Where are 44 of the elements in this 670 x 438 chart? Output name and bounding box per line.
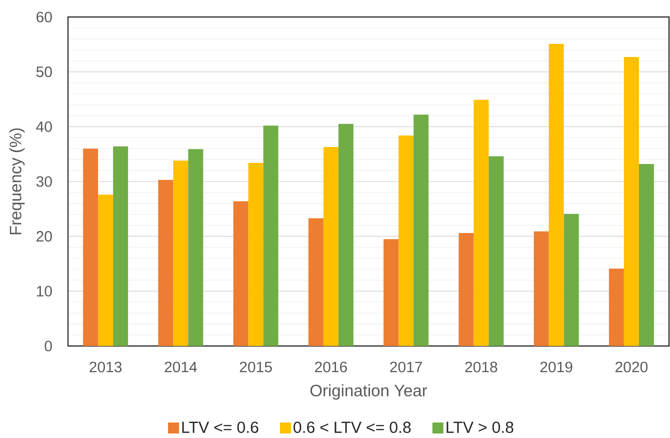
y-axis-title: Frequency (%) [9, 128, 25, 234]
x-tick-label: 2015 [240, 362, 272, 372]
x-tick-label: 2019 [540, 362, 572, 372]
bar [488, 156, 504, 346]
y-tick-label: 20 [36, 231, 52, 242]
bar [98, 194, 114, 346]
bar [323, 146, 338, 346]
bar [414, 114, 429, 346]
bar [113, 146, 128, 346]
bar [338, 124, 354, 346]
bar [564, 214, 579, 346]
x-tick-label: 2014 [164, 362, 197, 372]
bar [474, 100, 489, 346]
y-tick-label: 30 [36, 176, 52, 187]
bar [638, 164, 654, 346]
x-tick-label: 2020 [616, 362, 648, 372]
legend-label: LTV <= 0.6 [182, 422, 258, 433]
legend-label: LTV > 0.8 [446, 422, 514, 433]
bar [458, 233, 474, 346]
bar [263, 126, 278, 346]
x-tick-label: 2017 [390, 362, 422, 372]
bar [608, 268, 624, 346]
bar [624, 57, 639, 346]
bar [248, 162, 264, 346]
x-tick-label: 2013 [90, 362, 122, 372]
y-tick-label: 10 [36, 286, 52, 296]
y-tick-label: 0 [44, 340, 52, 352]
bar [173, 160, 188, 346]
x-tick-label: 2016 [315, 362, 347, 372]
y-tick-label: 40 [36, 121, 52, 132]
x-tick-label: 2018 [465, 362, 498, 372]
bar [233, 201, 248, 346]
bar [534, 231, 549, 346]
legend-label: 0.6 < LTV <= 0.8 [294, 422, 411, 433]
bar [188, 149, 204, 346]
bar [158, 180, 174, 346]
bar [548, 44, 564, 346]
bar [398, 135, 414, 346]
bar [83, 148, 98, 346]
y-tick-label: 50 [36, 66, 52, 78]
x-axis-title: Origination Year [310, 384, 428, 400]
bar [308, 218, 324, 346]
y-tick-label: 60 [36, 12, 52, 22]
bar [384, 239, 399, 346]
